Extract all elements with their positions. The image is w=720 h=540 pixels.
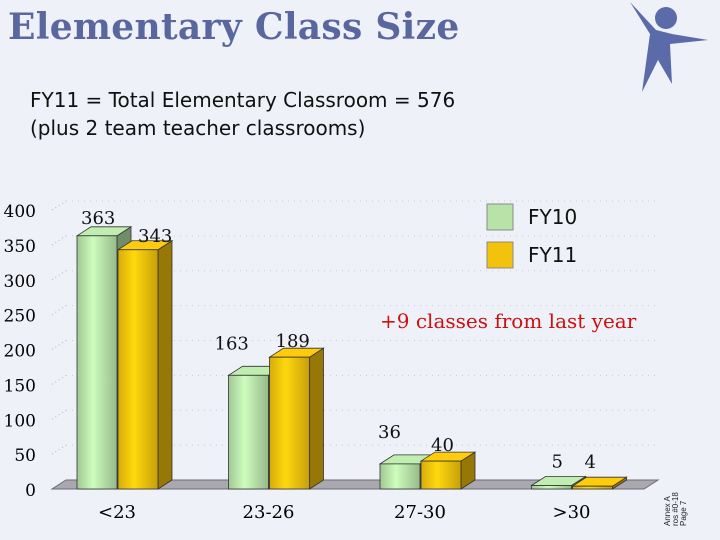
legend-swatch-fy10 [486,203,514,231]
bar-fy11-0 [117,249,159,490]
data-label: 363 [81,208,115,229]
bar-side [309,347,324,490]
bar-fy10-0 [76,235,118,490]
y-tick-label: 0 [25,481,36,501]
gridline-side [51,340,67,350]
legend-label-fy10: FY10 [528,205,577,229]
subtitle: FY11 = Total Elementary Classroom = 576 … [30,86,550,142]
y-tick-label: 350 [4,237,36,257]
gridline-side [51,444,67,455]
y-tick-label: 300 [4,272,36,292]
gridline-side [51,374,67,385]
gridline-side [51,409,67,420]
y-tick-label: 100 [4,411,36,431]
legend-swatch-fy11 [486,241,514,269]
gridline-side [51,235,67,246]
bar-fy10-2 [379,463,421,490]
x-tick-label: >30 [553,502,591,523]
y-tick-label: 250 [4,307,36,327]
data-label: 40 [431,435,454,456]
subtitle-line-2: (plus 2 team teacher classrooms) [30,116,366,140]
person-star-icon [630,2,708,92]
y-tick-label: 150 [4,376,36,396]
x-tick-label: 27-30 [394,502,446,523]
data-label: 189 [276,331,310,352]
side-note: Annex A ros #0-18 Page 7 [663,470,688,526]
x-tick-label: 23-26 [243,502,295,523]
data-label: 4 [585,452,596,473]
x-tick-label: <23 [98,502,136,523]
data-label: 163 [215,333,249,354]
bar-fy10-1 [228,374,269,490]
data-label: 343 [138,226,172,247]
bar-side [157,240,173,490]
gridline-side [51,270,67,281]
bar-fy10-3 [531,485,572,490]
gridline-side [51,200,67,211]
bar-fy11-1 [269,356,310,490]
bar-fy11-2 [420,460,462,490]
y-tick-label: 400 [4,202,36,222]
y-tick-label: 50 [14,446,36,466]
data-label: 36 [378,422,401,443]
slide-title: Elementary Class Size [8,6,460,48]
side-note-line-3: Page 7 [679,500,688,526]
data-label: 5 [552,452,563,473]
legend-label-fy11: FY11 [528,243,577,267]
bar-fy11-3 [572,485,613,490]
y-tick-label: 200 [4,342,36,362]
gridline-side [51,305,67,316]
subtitle-line-1: FY11 = Total Elementary Classroom = 576 [30,88,456,112]
chart-annotation: +9 classes from last year [380,309,637,333]
